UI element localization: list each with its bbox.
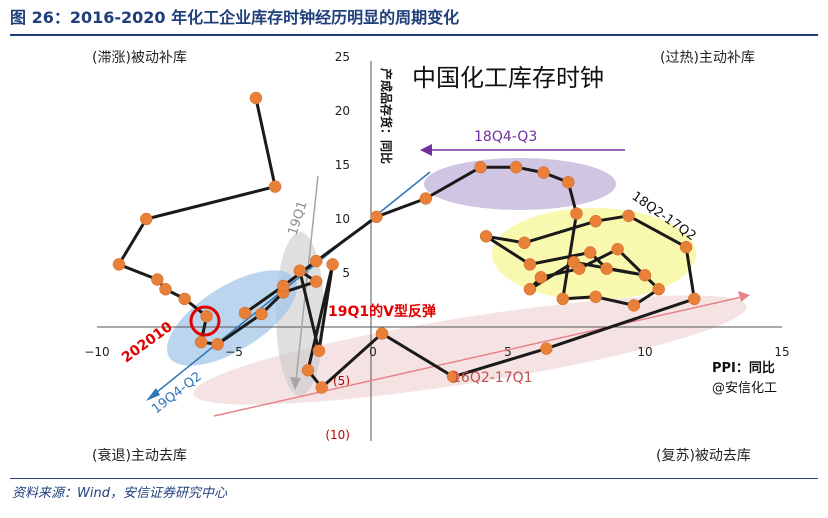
quadrant-top-left: (滞涨)被动补库: [92, 50, 187, 66]
data-point: [268, 180, 282, 193]
data-point: [556, 292, 570, 306]
data-point: [140, 212, 153, 226]
data-point: [112, 258, 126, 271]
data-point: [572, 262, 586, 275]
trend-arrow-gray-head: [290, 377, 301, 390]
quadrant-bottom-left: (衰退)主动去库: [92, 447, 187, 464]
x-tick-label: −5: [225, 345, 243, 359]
y-axis-label: 产成品存货：同比: [379, 68, 394, 164]
figure-title: 图 26：2016-2020 年化工企业库存时钟经历明显的周期变化: [10, 8, 460, 27]
annotation-202010: 202010: [119, 319, 176, 366]
annotation-19q1: 19Q1: [286, 199, 311, 237]
quadrant-bottom-right: (复苏)被动去库: [656, 447, 751, 464]
watermark: @安信化工: [712, 381, 777, 396]
trend-arrow-blue: [151, 171, 431, 397]
data-point: [249, 91, 263, 105]
data-point: [151, 273, 164, 286]
data-point: [419, 192, 433, 205]
inventory-clock-chart: −10 −5 0 5 10 15 (10) (5) 5 10 15 20 25 (滞涨)被动补库 (过…: [84, 50, 789, 464]
x-axis-label: PPI：同比: [712, 360, 775, 376]
data-point: [211, 338, 224, 351]
data-point: [293, 264, 307, 278]
data-point: [200, 309, 213, 323]
data-point: [309, 275, 323, 288]
y-tick-label: 5: [342, 266, 350, 280]
data-point: [583, 246, 597, 259]
data-point: [326, 258, 339, 271]
data-point: [509, 160, 523, 174]
chart-title: 中国化工库存时钟: [412, 64, 604, 92]
x-tick-label: 10: [637, 345, 652, 359]
y-tick-label: 15: [335, 158, 350, 172]
annotation-18q4: 18Q4-Q3: [474, 129, 537, 145]
data-point: [479, 230, 493, 243]
y-tick-label: 25: [335, 50, 350, 64]
data-point: [474, 160, 487, 174]
data-point: [523, 282, 537, 296]
y-tick-label: 20: [335, 104, 350, 118]
data-point: [277, 279, 290, 293]
annotation-v-rebound: 19Q1的V型反弹: [328, 303, 436, 320]
x-tick-label: −10: [84, 345, 109, 359]
data-point: [589, 290, 602, 304]
data-point: [312, 344, 326, 358]
source-note: 资料来源：Wind，安信证券研究中心: [12, 486, 227, 501]
data-point: [638, 268, 652, 282]
data-point: [446, 370, 460, 383]
x-tick-label: 0: [369, 345, 377, 359]
y-tick-label: (10): [325, 428, 350, 442]
data-point: [688, 292, 701, 306]
data-point: [370, 210, 383, 224]
data-point: [315, 381, 328, 394]
data-point: [375, 327, 389, 340]
title-rule: [10, 34, 818, 36]
data-point: [589, 214, 602, 228]
trend-arrow-pink-head: [738, 291, 750, 302]
data-point: [194, 335, 208, 349]
trend-arrow-gray: [295, 175, 319, 381]
data-point: [611, 242, 624, 256]
x-tick-label: 15: [774, 345, 789, 359]
trend-arrow-purple-head: [420, 144, 432, 156]
data-point: [622, 209, 635, 223]
data-point: [652, 282, 665, 296]
data-point: [238, 306, 252, 320]
data-point: [679, 240, 693, 254]
data-point: [537, 166, 550, 179]
data-point: [523, 258, 537, 271]
data-point: [540, 342, 553, 355]
data-point: [534, 271, 548, 284]
x-tick-label: 5: [504, 345, 512, 359]
latest-point-ring: [189, 305, 221, 337]
data-point: [301, 363, 315, 377]
y-tick-label: (5): [333, 374, 350, 388]
data-point: [570, 207, 583, 220]
annotation-16q2: 16Q2-17Q1: [452, 370, 533, 386]
trend-arrow-blue-head: [146, 388, 160, 401]
footer-rule: [10, 478, 818, 479]
quadrant-top-right: (过热)主动补库: [660, 50, 755, 66]
data-point: [518, 236, 531, 250]
data-point: [159, 282, 172, 296]
data-point: [255, 307, 268, 321]
y-tick-label: 10: [335, 212, 350, 226]
data-point: [562, 176, 575, 189]
data-point: [627, 299, 641, 312]
trend-arrow-pink: [213, 296, 743, 417]
data-point: [309, 254, 323, 268]
data-point: [600, 262, 613, 275]
data-point: [178, 292, 191, 306]
